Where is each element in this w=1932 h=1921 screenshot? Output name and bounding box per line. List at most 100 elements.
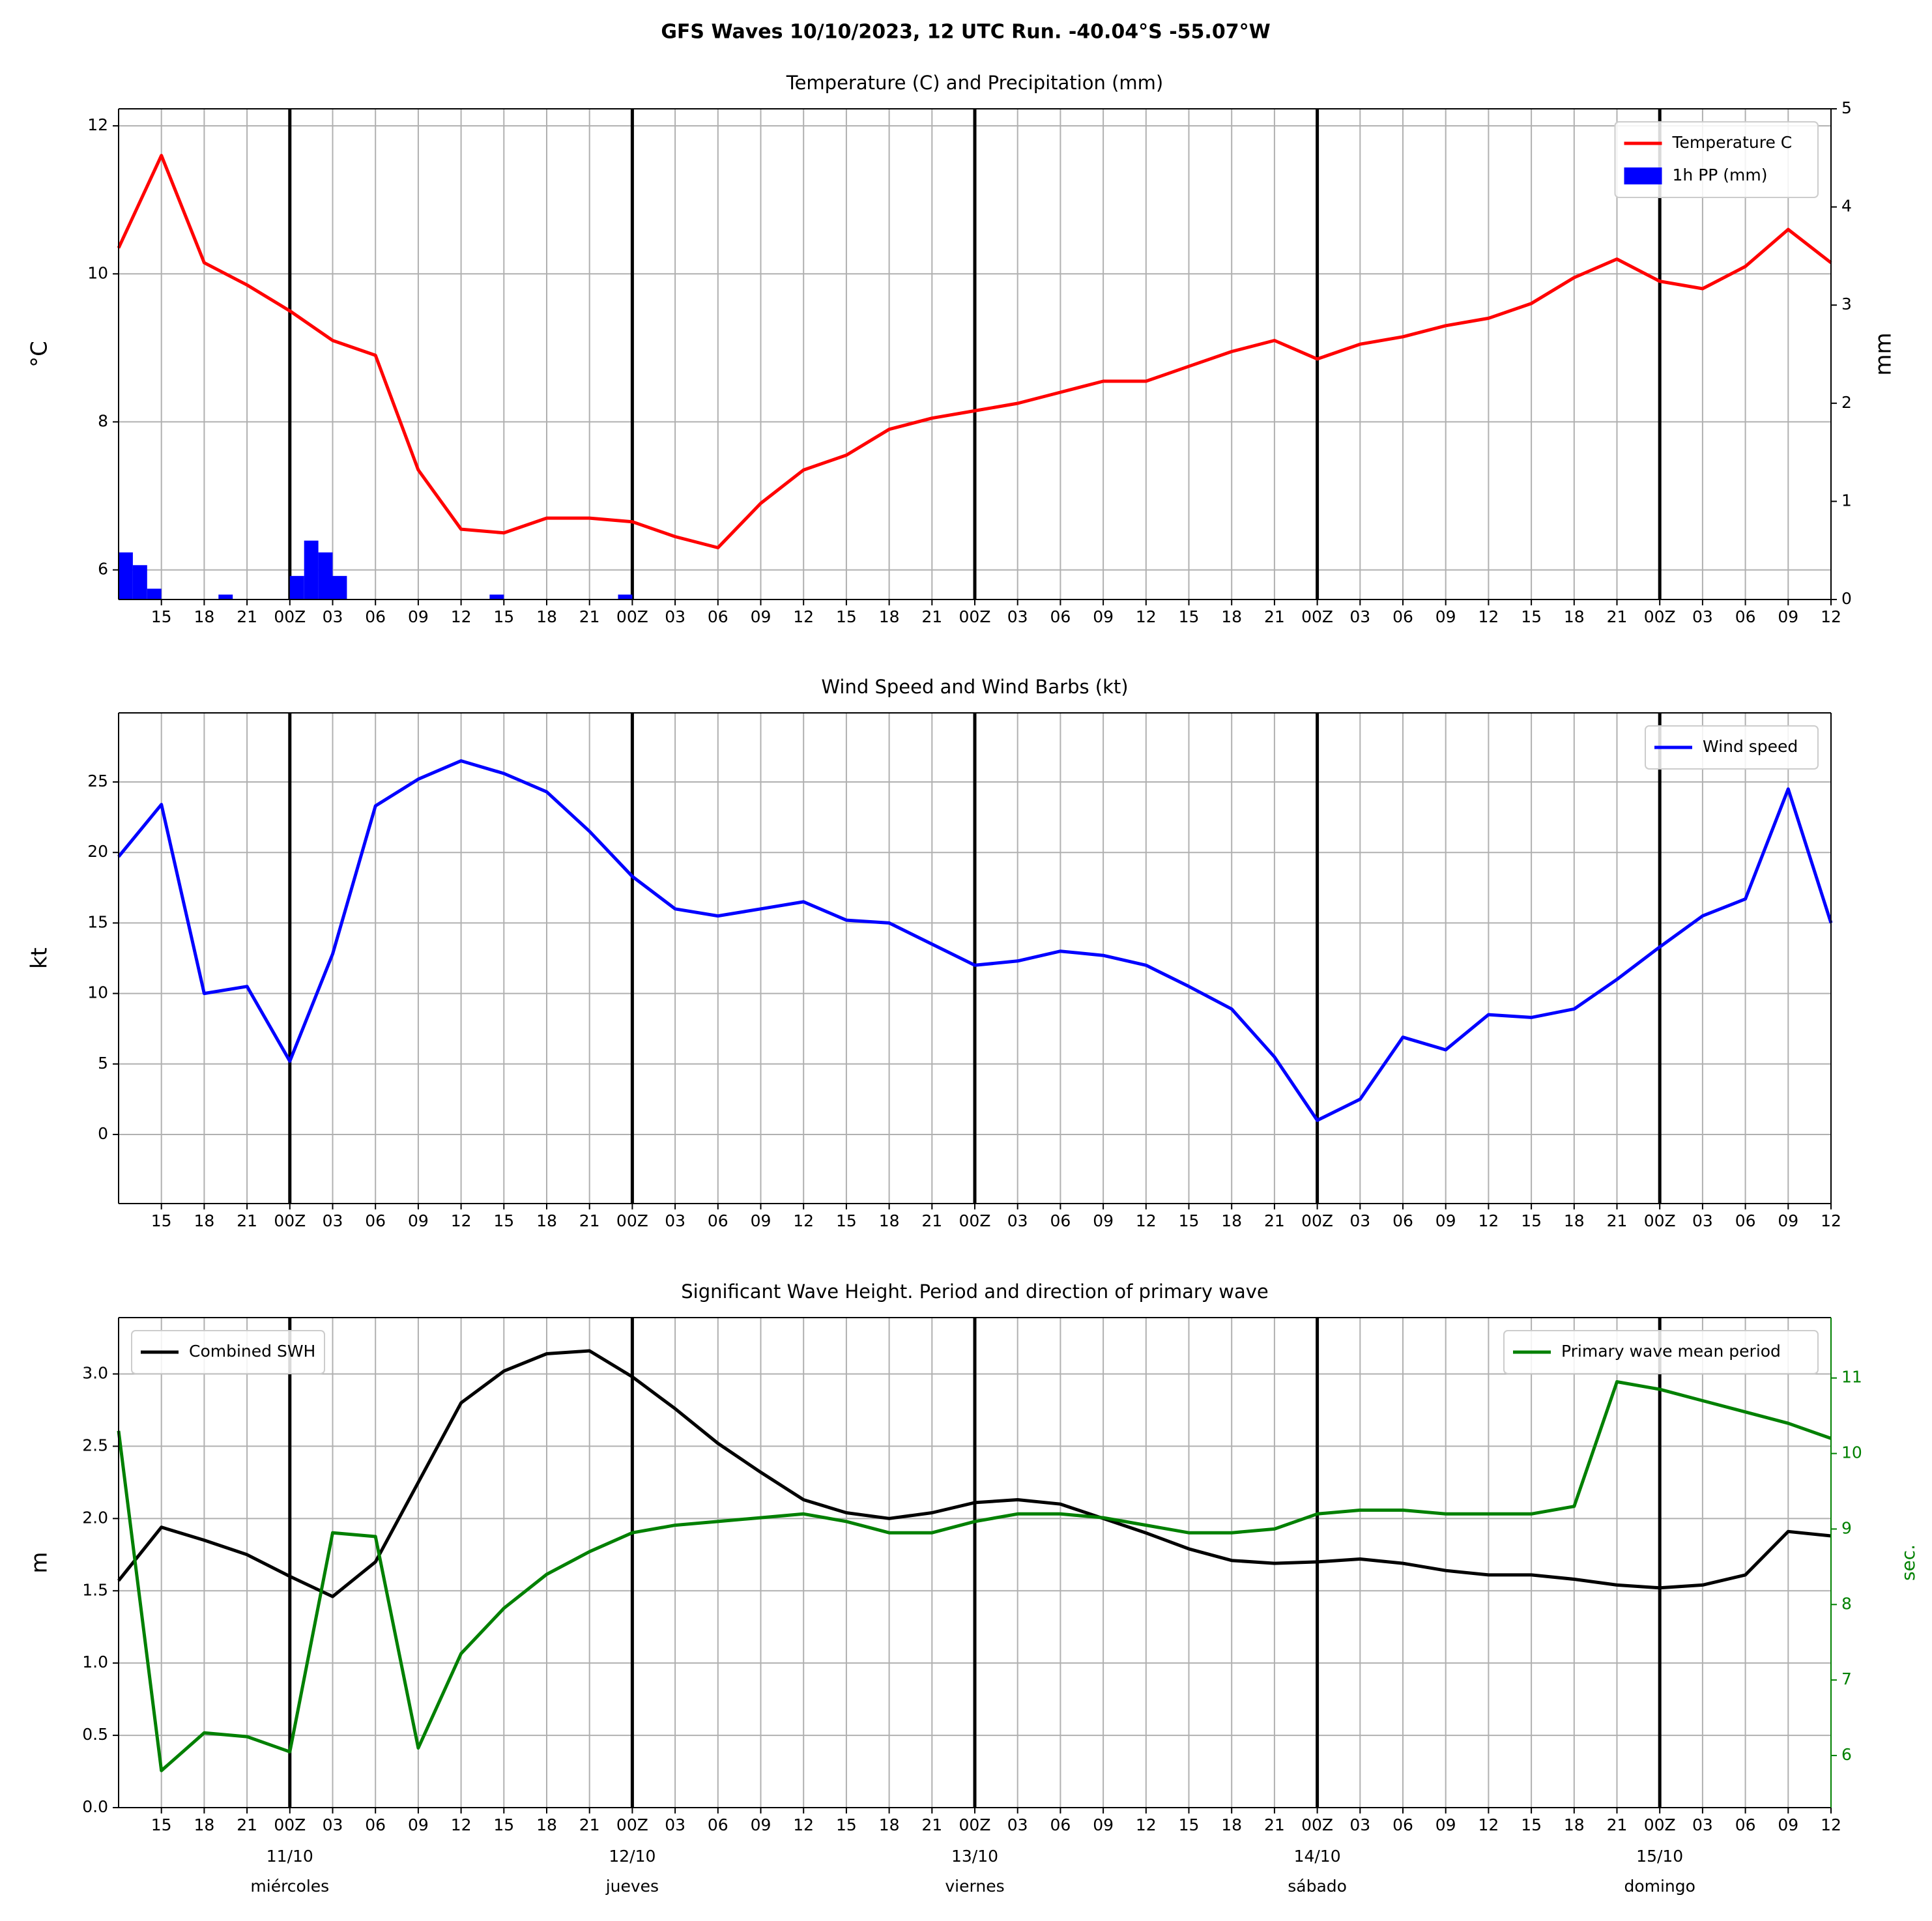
x-tick-label: 15 [151,1211,172,1230]
x-tick-label: 00Z [1644,1211,1676,1230]
x-tick-label: 00Z [1301,1211,1333,1230]
x-tick-label: 21 [1264,607,1285,626]
x-tick-label: 12 [1821,1211,1841,1230]
x-tick-label: 12 [1136,1211,1157,1230]
y-tick-label: 8 [98,411,108,430]
x-tick-label: 18 [1221,1211,1242,1230]
x-tick-label: 12 [1821,607,1841,626]
x-tick-label: 06 [708,1815,728,1834]
x-tick-label: 03 [1692,1815,1713,1834]
legend-box [1614,121,1819,198]
date-label: 11/10 [267,1847,313,1866]
precip-bar [304,540,319,599]
x-tick-label: 09 [408,1815,429,1834]
x-tick-label: 09 [1778,607,1798,626]
y2-tick-label: 5 [1841,98,1852,117]
x-tick-label: 18 [536,607,557,626]
x-tick-label: 12 [451,607,472,626]
legend-label: Wind speed [1703,737,1798,756]
legend-box [1503,1330,1819,1374]
x-tick-label: 18 [879,1211,900,1230]
x-tick-label: 12 [1478,1211,1499,1230]
legend-label: Primary wave mean period [1561,1342,1781,1361]
y2-tick-label: 0 [1841,589,1852,608]
y-tick-label: 25 [87,772,108,790]
x-tick-label: 12 [1478,1815,1499,1834]
x-tick-label: 18 [536,1211,557,1230]
x-tick-label: 09 [1093,607,1114,626]
x-tick-label: 12 [1136,607,1157,626]
x-tick-label: 03 [323,607,343,626]
x-tick-label: 12 [451,1815,472,1834]
x-tick-label: 21 [579,1211,600,1230]
x-tick-label: 03 [665,1815,685,1834]
x-tick-label: 09 [751,1211,771,1230]
x-tick-label: 21 [579,1815,600,1834]
x-tick-label: 00Z [959,1815,991,1834]
legend-label: Combined SWH [189,1342,315,1361]
x-tick-label: 09 [408,1211,429,1230]
x-tick-label: 00Z [1644,607,1676,626]
x-tick-label: 03 [323,1211,343,1230]
x-tick-label: 21 [237,1815,257,1834]
x-tick-label: 12 [793,1211,814,1230]
x-tick-label: 06 [1735,1211,1756,1230]
x-tick-label: 03 [1007,607,1028,626]
weekday-label: viernes [945,1877,1004,1896]
precip-bar [119,552,133,599]
y2-tick-label: 8 [1841,1594,1852,1613]
x-tick-label: 06 [1050,1815,1071,1834]
y2-tick-label: 6 [1841,1745,1852,1764]
x-tick-label: 15 [1179,1815,1200,1834]
x-tick-label: 18 [1564,1815,1585,1834]
x-tick-label: 09 [751,607,771,626]
x-tick-label: 15 [1521,1211,1542,1230]
x-tick-label: 15 [1521,1815,1542,1834]
x-tick-label: 00Z [959,607,991,626]
x-tick-label: 12 [1821,1815,1841,1834]
x-tick-label: 03 [665,607,685,626]
y-tick-label: 1.5 [82,1580,108,1599]
x-tick-label: 18 [1221,607,1242,626]
x-tick-label: 06 [365,1815,386,1834]
x-tick-label: 03 [1007,1815,1028,1834]
y-tick-label: 1.0 [82,1653,108,1671]
y-axis-label: °C [27,341,53,368]
x-tick-label: 15 [836,607,857,626]
y-tick-label: 6 [98,560,108,579]
precip-bar [147,588,162,599]
x-tick-label: 03 [1007,1211,1028,1230]
x-tick-label: 00Z [274,1211,306,1230]
date-label: 15/10 [1636,1847,1683,1866]
x-tick-label: 00Z [274,607,306,626]
x-tick-label: 21 [921,607,942,626]
x-tick-label: 06 [1050,607,1071,626]
x-tick-label: 00Z [1301,1815,1333,1834]
x-tick-label: 21 [237,607,257,626]
x-tick-label: 03 [1692,1211,1713,1230]
x-tick-label: 12 [793,607,814,626]
x-tick-label: 09 [1435,1815,1456,1834]
y2-axis-label: sec. [1897,1544,1919,1581]
x-tick-label: 21 [1264,1211,1285,1230]
x-tick-label: 15 [1179,1211,1200,1230]
y2-tick-label: 1 [1841,491,1852,510]
x-tick-label: 06 [365,607,386,626]
y-axis-label: kt [27,947,53,969]
date-label: 13/10 [951,1847,998,1866]
x-tick-label: 03 [323,1815,343,1834]
panel-title: Wind Speed and Wind Barbs (kt) [821,676,1128,698]
x-tick-label: 00Z [616,1211,648,1230]
date-label: 14/10 [1294,1847,1341,1866]
x-tick-label: 15 [1521,607,1542,626]
x-tick-label: 06 [1392,607,1413,626]
weekday-label: miércoles [250,1877,329,1896]
panel-title: Temperature (C) and Precipitation (mm) [786,72,1163,94]
x-tick-label: 06 [708,607,728,626]
x-tick-label: 21 [579,607,600,626]
x-tick-label: 21 [1607,607,1628,626]
x-tick-label: 21 [921,1815,942,1834]
x-tick-label: 09 [1435,607,1456,626]
x-tick-label: 00Z [1301,607,1333,626]
x-tick-label: 18 [879,1815,900,1834]
